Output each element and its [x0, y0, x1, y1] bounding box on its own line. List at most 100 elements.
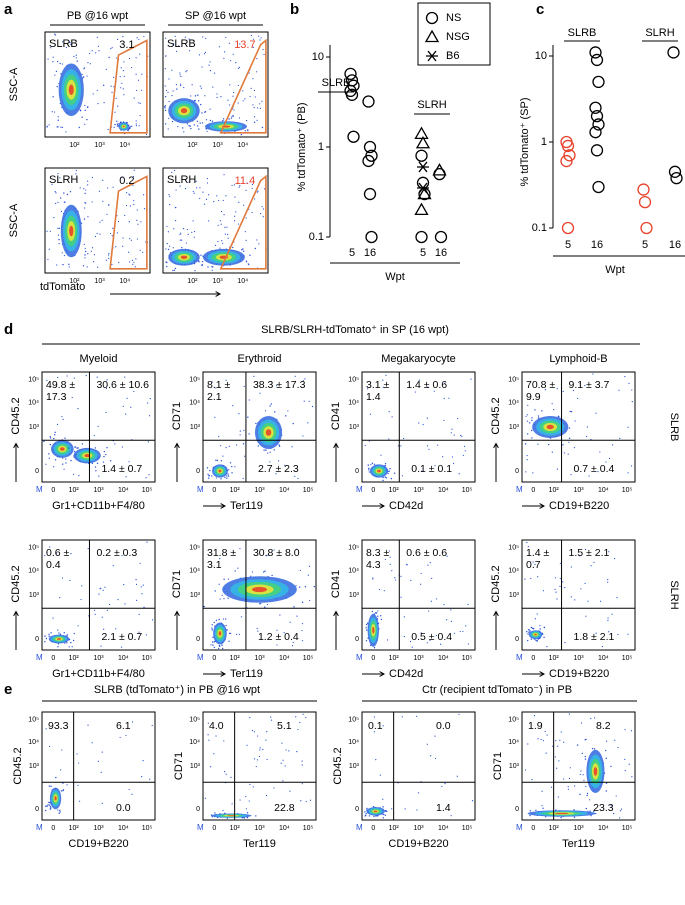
event-dot: [384, 463, 387, 465]
event-dot: [305, 800, 307, 803]
event-dot: [223, 598, 225, 600]
event-dot: [205, 198, 208, 200]
event-dot: [584, 739, 586, 741]
event-dot: [570, 566, 573, 568]
event-dot: [103, 450, 106, 453]
data-point: [590, 144, 604, 157]
event-dot: [103, 455, 105, 458]
event-dot: [61, 415, 63, 418]
y-axis-label: CD45.2: [332, 747, 344, 784]
x-tick-label: 0: [531, 655, 535, 662]
event-dot: [630, 730, 633, 732]
event-dot: [527, 743, 529, 745]
event-dot: [129, 127, 131, 129]
event-dot: [579, 555, 581, 557]
event-dot: [255, 765, 257, 768]
event-dot: [188, 38, 190, 40]
event-dot: [377, 610, 379, 612]
event-dot: [233, 184, 235, 186]
event-dot: [56, 85, 58, 88]
data-point: [592, 75, 605, 89]
event-dot: [543, 626, 546, 628]
event-dot: [66, 642, 68, 644]
event-dot: [593, 561, 595, 563]
density-level: [54, 796, 57, 801]
event-dot: [121, 82, 123, 85]
event-dot: [217, 240, 219, 243]
data-point: [667, 46, 680, 59]
event-dot: [182, 228, 185, 230]
event-dot: [140, 221, 142, 223]
event-dot: [534, 563, 536, 566]
event-dot: [458, 473, 460, 475]
event-dot: [443, 419, 445, 422]
event-dot: [111, 47, 113, 49]
event-dot: [551, 451, 553, 453]
data-point: [589, 46, 602, 59]
y-tick-label: 0: [196, 468, 200, 475]
event-dot: [238, 201, 240, 203]
event-dot: [526, 433, 529, 435]
quadrant-value: 0.1 ± 0.1: [411, 463, 452, 475]
event-dot: [179, 185, 181, 187]
event-dot: [231, 116, 233, 118]
axis-arrow-head: [379, 671, 386, 677]
section-title: Ctr (recipient tdTomato⁻) in PB: [422, 684, 572, 696]
event-dot: [264, 570, 266, 572]
axis-arrow-head: [379, 503, 386, 509]
event-dot: [590, 565, 592, 567]
event-dot: [61, 577, 64, 579]
event-dot: [285, 749, 287, 751]
event-dot: [249, 254, 251, 256]
event-dot: [125, 734, 127, 737]
event-dot: [529, 814, 531, 817]
event-dot: [256, 239, 258, 241]
event-dot: [364, 811, 366, 813]
event-dot: [254, 96, 256, 98]
event-dot: [113, 76, 115, 78]
event-dot: [46, 551, 48, 554]
event-dot: [49, 546, 51, 548]
event-dot: [189, 125, 191, 127]
gate-value: 11.4: [235, 175, 256, 187]
event-dot: [590, 717, 592, 720]
event-dot: [631, 389, 633, 391]
event-dot: [397, 445, 400, 447]
plot-frame: [361, 539, 476, 651]
event-dot: [237, 102, 239, 104]
event-dot: [279, 614, 281, 616]
event-dot: [585, 785, 587, 788]
y-axis-label: CD45.2: [490, 397, 502, 434]
event-dot: [48, 633, 50, 635]
event-dot: [209, 119, 212, 122]
event-dot: [550, 786, 553, 788]
event-dot: [456, 775, 458, 777]
y-axis-label: SSC-A: [8, 203, 20, 237]
event-dot: [54, 74, 56, 76]
gate: [109, 39, 148, 134]
event-dot: [552, 745, 554, 747]
event-dot: [188, 181, 190, 183]
data-point: [590, 53, 604, 67]
event-dot: [391, 808, 393, 810]
event-dot: [166, 225, 168, 228]
event-dot: [103, 84, 105, 86]
event-dot: [172, 269, 174, 272]
event-dot: [128, 788, 130, 791]
event-dot: [132, 175, 135, 178]
event-dot: [227, 99, 229, 101]
event-dot: [208, 220, 210, 222]
event-dot: [617, 633, 619, 636]
x-axis-label: Wpt: [605, 264, 625, 276]
event-dot: [401, 716, 403, 718]
x-tick-label: 10⁴: [279, 825, 290, 832]
event-dot: [246, 812, 249, 814]
event-dot: [194, 95, 197, 97]
event-dot: [233, 109, 235, 111]
event-dot: [60, 790, 63, 792]
event-dot: [201, 260, 204, 263]
event-dot: [87, 724, 89, 726]
event-dot: [457, 417, 459, 420]
event-dot: [461, 435, 463, 437]
event-dot: [108, 56, 110, 58]
